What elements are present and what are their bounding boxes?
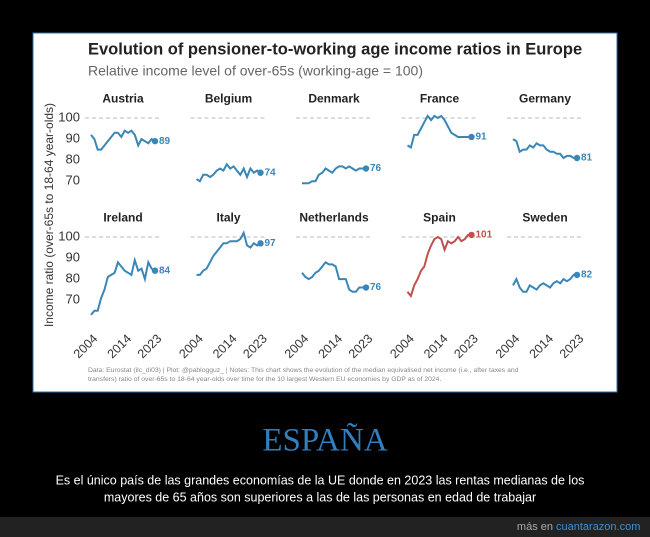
- end-label: 97: [265, 238, 277, 249]
- end-point: [362, 284, 370, 291]
- y-axis-label: Income ratio (over-65s to 18-64 year-old…: [42, 103, 56, 327]
- y-tick-label: 80: [66, 271, 80, 286]
- line: [301, 260, 366, 293]
- end-point: [573, 271, 581, 279]
- end-label: 76: [370, 163, 382, 174]
- panel-title: Spain: [423, 211, 456, 225]
- line: [512, 138, 577, 160]
- end-point: [257, 240, 264, 247]
- end-point: [151, 137, 159, 145]
- end-label: 84: [159, 265, 171, 276]
- y-tick-label: 70: [66, 173, 80, 188]
- end-point: [362, 165, 370, 172]
- panel-title: Belgium: [205, 92, 252, 106]
- end-point: [468, 231, 475, 239]
- line: [512, 273, 577, 293]
- y-tick-label: 80: [66, 152, 80, 167]
- panel-title: Denmark: [308, 92, 360, 106]
- panel-title: Netherlands: [299, 211, 369, 225]
- end-point: [573, 154, 581, 162]
- y-tick-label: 100: [58, 228, 80, 243]
- panel-title: Italy: [216, 211, 240, 225]
- end-label: 89: [159, 136, 171, 147]
- panel-title: France: [420, 92, 460, 106]
- end-label: 101: [476, 230, 493, 241]
- caption-text: mayores de 65 años son superiores a las …: [104, 490, 536, 504]
- end-label: 81: [581, 153, 593, 164]
- chart-title: Evolution of pensioner-to-working age in…: [88, 40, 582, 58]
- line: [406, 233, 472, 299]
- line: [196, 230, 262, 276]
- line: [90, 256, 156, 316]
- panel-title: Austria: [102, 92, 144, 106]
- footer-bar: [0, 517, 650, 537]
- end-label: 82: [581, 270, 593, 281]
- caption-text: Es el único país de las grandes economía…: [56, 473, 585, 487]
- note: Data: Eurostat (ilc_di03) | Plot: @pablo…: [88, 367, 519, 374]
- end-point: [151, 267, 159, 274]
- caption-heading: ESPAÑA: [262, 422, 387, 459]
- chart-card: [32, 32, 618, 393]
- end-label: 74: [265, 167, 277, 178]
- line: [302, 165, 366, 185]
- end-point: [257, 169, 264, 176]
- end-label: 76: [370, 282, 382, 293]
- y-tick-label: 100: [58, 109, 80, 124]
- end-label: 91: [476, 132, 488, 143]
- panel-title: Ireland: [103, 211, 142, 225]
- footer-link[interactable]: cuantarazon.com: [556, 521, 640, 533]
- footer-prefix: más en: [517, 521, 553, 533]
- end-point: [468, 133, 475, 141]
- y-tick-label: 90: [66, 131, 80, 146]
- line: [406, 114, 472, 150]
- chart-subtitle: Relative income level of over-65s (worki…: [88, 63, 423, 79]
- line: [195, 162, 262, 183]
- panel-title: Germany: [519, 92, 571, 106]
- y-tick-label: 70: [66, 292, 80, 307]
- note: transfers) ratio of over-65s to 18-64 ye…: [88, 376, 441, 383]
- y-tick-label: 90: [66, 250, 80, 265]
- panel-title: Sweden: [522, 211, 567, 225]
- line: [90, 129, 156, 151]
